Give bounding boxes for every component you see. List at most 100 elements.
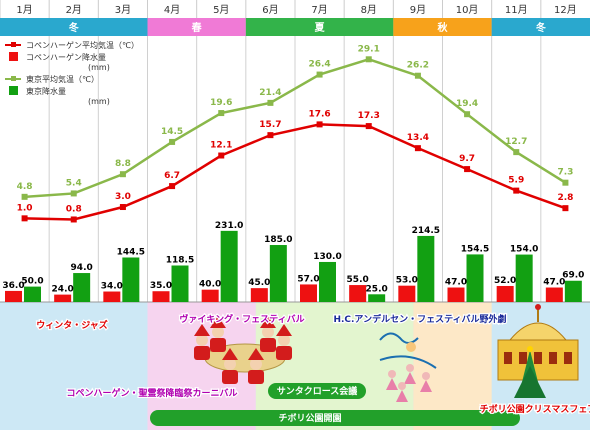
santa-face [262, 326, 274, 338]
santa-body [276, 346, 292, 360]
dancer-head [406, 364, 414, 372]
point-copenhagen-temp [70, 216, 77, 223]
tree-star [527, 346, 533, 352]
label-copenhagen-temp: 1.0 [17, 203, 33, 213]
point-copenhagen-temp [316, 121, 323, 128]
bar-label-copenhagen: 34.0 [101, 282, 123, 292]
point-copenhagen-temp [218, 152, 225, 159]
bar-label-copenhagen: 45.0 [248, 278, 270, 288]
legend-label-tokyo-temp: 東京平均気温（℃） [26, 74, 99, 84]
bar-tokyo-precip [368, 294, 386, 302]
label-tokyo-temp: 4.8 [17, 182, 33, 192]
point-copenhagen-temp [169, 183, 176, 190]
point-tokyo-temp [169, 138, 176, 145]
bar-label-tokyo: 144.5 [117, 247, 145, 257]
season-label: 冬 [536, 21, 546, 34]
bar-copenhagen-precip [447, 287, 465, 302]
month-label: 5月 [213, 4, 229, 16]
santa-body [222, 370, 238, 384]
point-tokyo-temp [562, 179, 569, 186]
santa-hat [210, 316, 226, 328]
label-copenhagen-temp: 6.7 [164, 171, 180, 181]
bar-label-copenhagen: 40.0 [199, 280, 221, 290]
wave [379, 355, 437, 369]
season-label: 秋 [438, 21, 449, 34]
label-copenhagen-temp: 12.1 [210, 141, 232, 151]
month-label: 3月 [115, 4, 131, 16]
bar-label-copenhagen: 47.0 [445, 278, 467, 288]
label-copenhagen-temp: 15.7 [259, 120, 281, 130]
bar-label-copenhagen: 52.0 [494, 276, 516, 286]
santa-body [210, 338, 226, 352]
santa-body [248, 370, 264, 384]
legend-label-tokyo-precip: 東京降水量 [26, 86, 66, 96]
palace-window [549, 352, 557, 364]
bar-label-tokyo: 94.0 [71, 263, 93, 273]
legend-label-copenhagen-temp: コペンハーゲン平均気温（℃） [26, 40, 139, 50]
dancer-head [422, 372, 430, 380]
label-copenhagen-temp: 13.4 [407, 133, 429, 143]
legend-marker-tokyo-temp [11, 76, 16, 81]
season-band [393, 18, 492, 36]
bar-copenhagen-precip [5, 290, 22, 302]
palace-window [564, 352, 572, 364]
palace-top [535, 304, 541, 310]
label-tokyo-temp: 19.6 [210, 98, 232, 108]
mermaid-head [406, 342, 416, 352]
palace-window [504, 352, 512, 364]
point-tokyo-temp [365, 56, 372, 63]
santa-conference-bar [268, 383, 366, 399]
label-copenhagen-temp: 0.8 [66, 204, 82, 214]
label-copenhagen-temp: 17.6 [308, 109, 330, 119]
month-label: 1月 [16, 4, 32, 16]
bar-label-tokyo: 185.0 [264, 235, 292, 245]
label-tokyo-temp: 21.4 [259, 88, 281, 98]
point-tokyo-temp [414, 72, 421, 79]
santa-face [224, 358, 236, 370]
legend-unit-tokyo-precip: (mm) [88, 97, 110, 106]
bar-copenhagen-precip [103, 291, 121, 302]
bar-copenhagen-precip [349, 285, 367, 302]
palace-window [534, 352, 542, 364]
label-copenhagen-temp: 9.7 [459, 154, 475, 164]
point-copenhagen-temp [119, 204, 126, 211]
bar-tokyo-precip [220, 230, 238, 302]
point-tokyo-temp [513, 149, 520, 156]
bar-label-copenhagen: 55.0 [347, 275, 369, 285]
bar-copenhagen-precip [398, 285, 416, 302]
lines: 4.8 5.4 8.8 14.5 19.6 21.4 26.4 29.1 26.2 19.4 12.… [17, 44, 573, 223]
event-label: ウィンタ・ジャズ [36, 319, 108, 331]
dancer-head [388, 370, 396, 378]
label-tokyo-temp: 14.5 [161, 127, 183, 137]
label-tokyo-temp: 19.4 [456, 99, 478, 109]
santa-hat [194, 324, 210, 336]
bar-copenhagen-precip [250, 288, 268, 302]
point-copenhagen-temp [365, 123, 372, 130]
legend-unit-copenhagen-precip: (mm) [88, 63, 110, 72]
bar-label-tokyo: 214.5 [412, 226, 440, 236]
santa-hat [222, 348, 238, 360]
label-tokyo-temp: 8.8 [115, 159, 131, 169]
bar-tokyo-precip [122, 257, 140, 302]
event-label: チボリ公園クリスマスフェア [480, 403, 590, 415]
label-copenhagen-temp: 2.8 [557, 193, 573, 203]
bar-label-tokyo: 118.5 [166, 256, 194, 266]
event-label: コペンハーゲン・聖霊祭降臨祭カーニバル [66, 387, 237, 399]
season-band [0, 18, 148, 36]
dancer-dress [396, 390, 408, 402]
bar-label-tokyo: 231.0 [215, 221, 243, 231]
season-label: 夏 [314, 22, 326, 34]
bar-label-tokyo: 154.0 [510, 245, 538, 255]
bar-label-copenhagen: 24.0 [52, 285, 74, 295]
christmas-tree-lower [514, 366, 546, 398]
bars: 36.050.0 24.0 94.0 34.0 144.5 35.0 118.5 40.0 23… [2, 221, 584, 302]
dancer-head [398, 382, 406, 390]
santa-hat [248, 348, 264, 360]
santa-hat [276, 324, 292, 336]
point-tokyo-temp [119, 171, 126, 178]
santa-hat [260, 316, 276, 328]
bar-label-copenhagen: 35.0 [150, 281, 172, 291]
santa-body [260, 338, 276, 352]
